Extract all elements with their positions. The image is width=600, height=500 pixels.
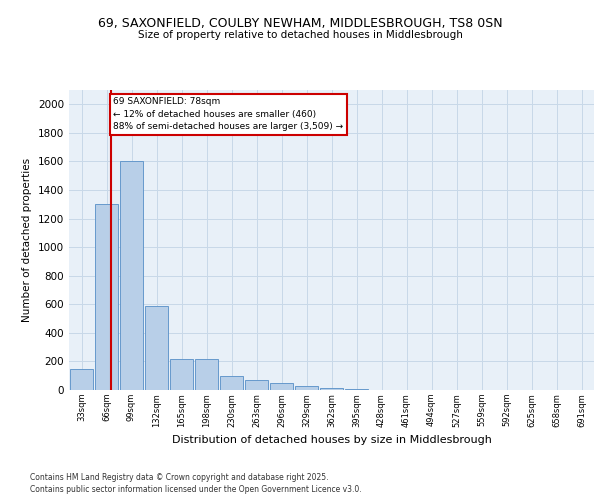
Bar bbox=[245, 380, 268, 390]
Text: Size of property relative to detached houses in Middlesbrough: Size of property relative to detached ho… bbox=[137, 30, 463, 40]
Bar bbox=[270, 383, 293, 390]
Bar bbox=[70, 368, 93, 390]
Bar bbox=[220, 376, 243, 390]
Text: Contains public sector information licensed under the Open Government Licence v3: Contains public sector information licen… bbox=[30, 485, 362, 494]
Bar bbox=[145, 306, 168, 390]
Bar bbox=[195, 358, 218, 390]
Bar bbox=[95, 204, 118, 390]
Bar bbox=[320, 388, 343, 390]
Y-axis label: Number of detached properties: Number of detached properties bbox=[22, 158, 32, 322]
X-axis label: Distribution of detached houses by size in Middlesbrough: Distribution of detached houses by size … bbox=[172, 435, 491, 445]
Text: 69, SAXONFIELD, COULBY NEWHAM, MIDDLESBROUGH, TS8 0SN: 69, SAXONFIELD, COULBY NEWHAM, MIDDLESBR… bbox=[98, 18, 502, 30]
Text: Contains HM Land Registry data © Crown copyright and database right 2025.: Contains HM Land Registry data © Crown c… bbox=[30, 472, 329, 482]
Bar bbox=[170, 358, 193, 390]
Bar bbox=[295, 386, 318, 390]
Bar bbox=[120, 162, 143, 390]
Text: 69 SAXONFIELD: 78sqm
← 12% of detached houses are smaller (460)
88% of semi-deta: 69 SAXONFIELD: 78sqm ← 12% of detached h… bbox=[113, 97, 343, 131]
